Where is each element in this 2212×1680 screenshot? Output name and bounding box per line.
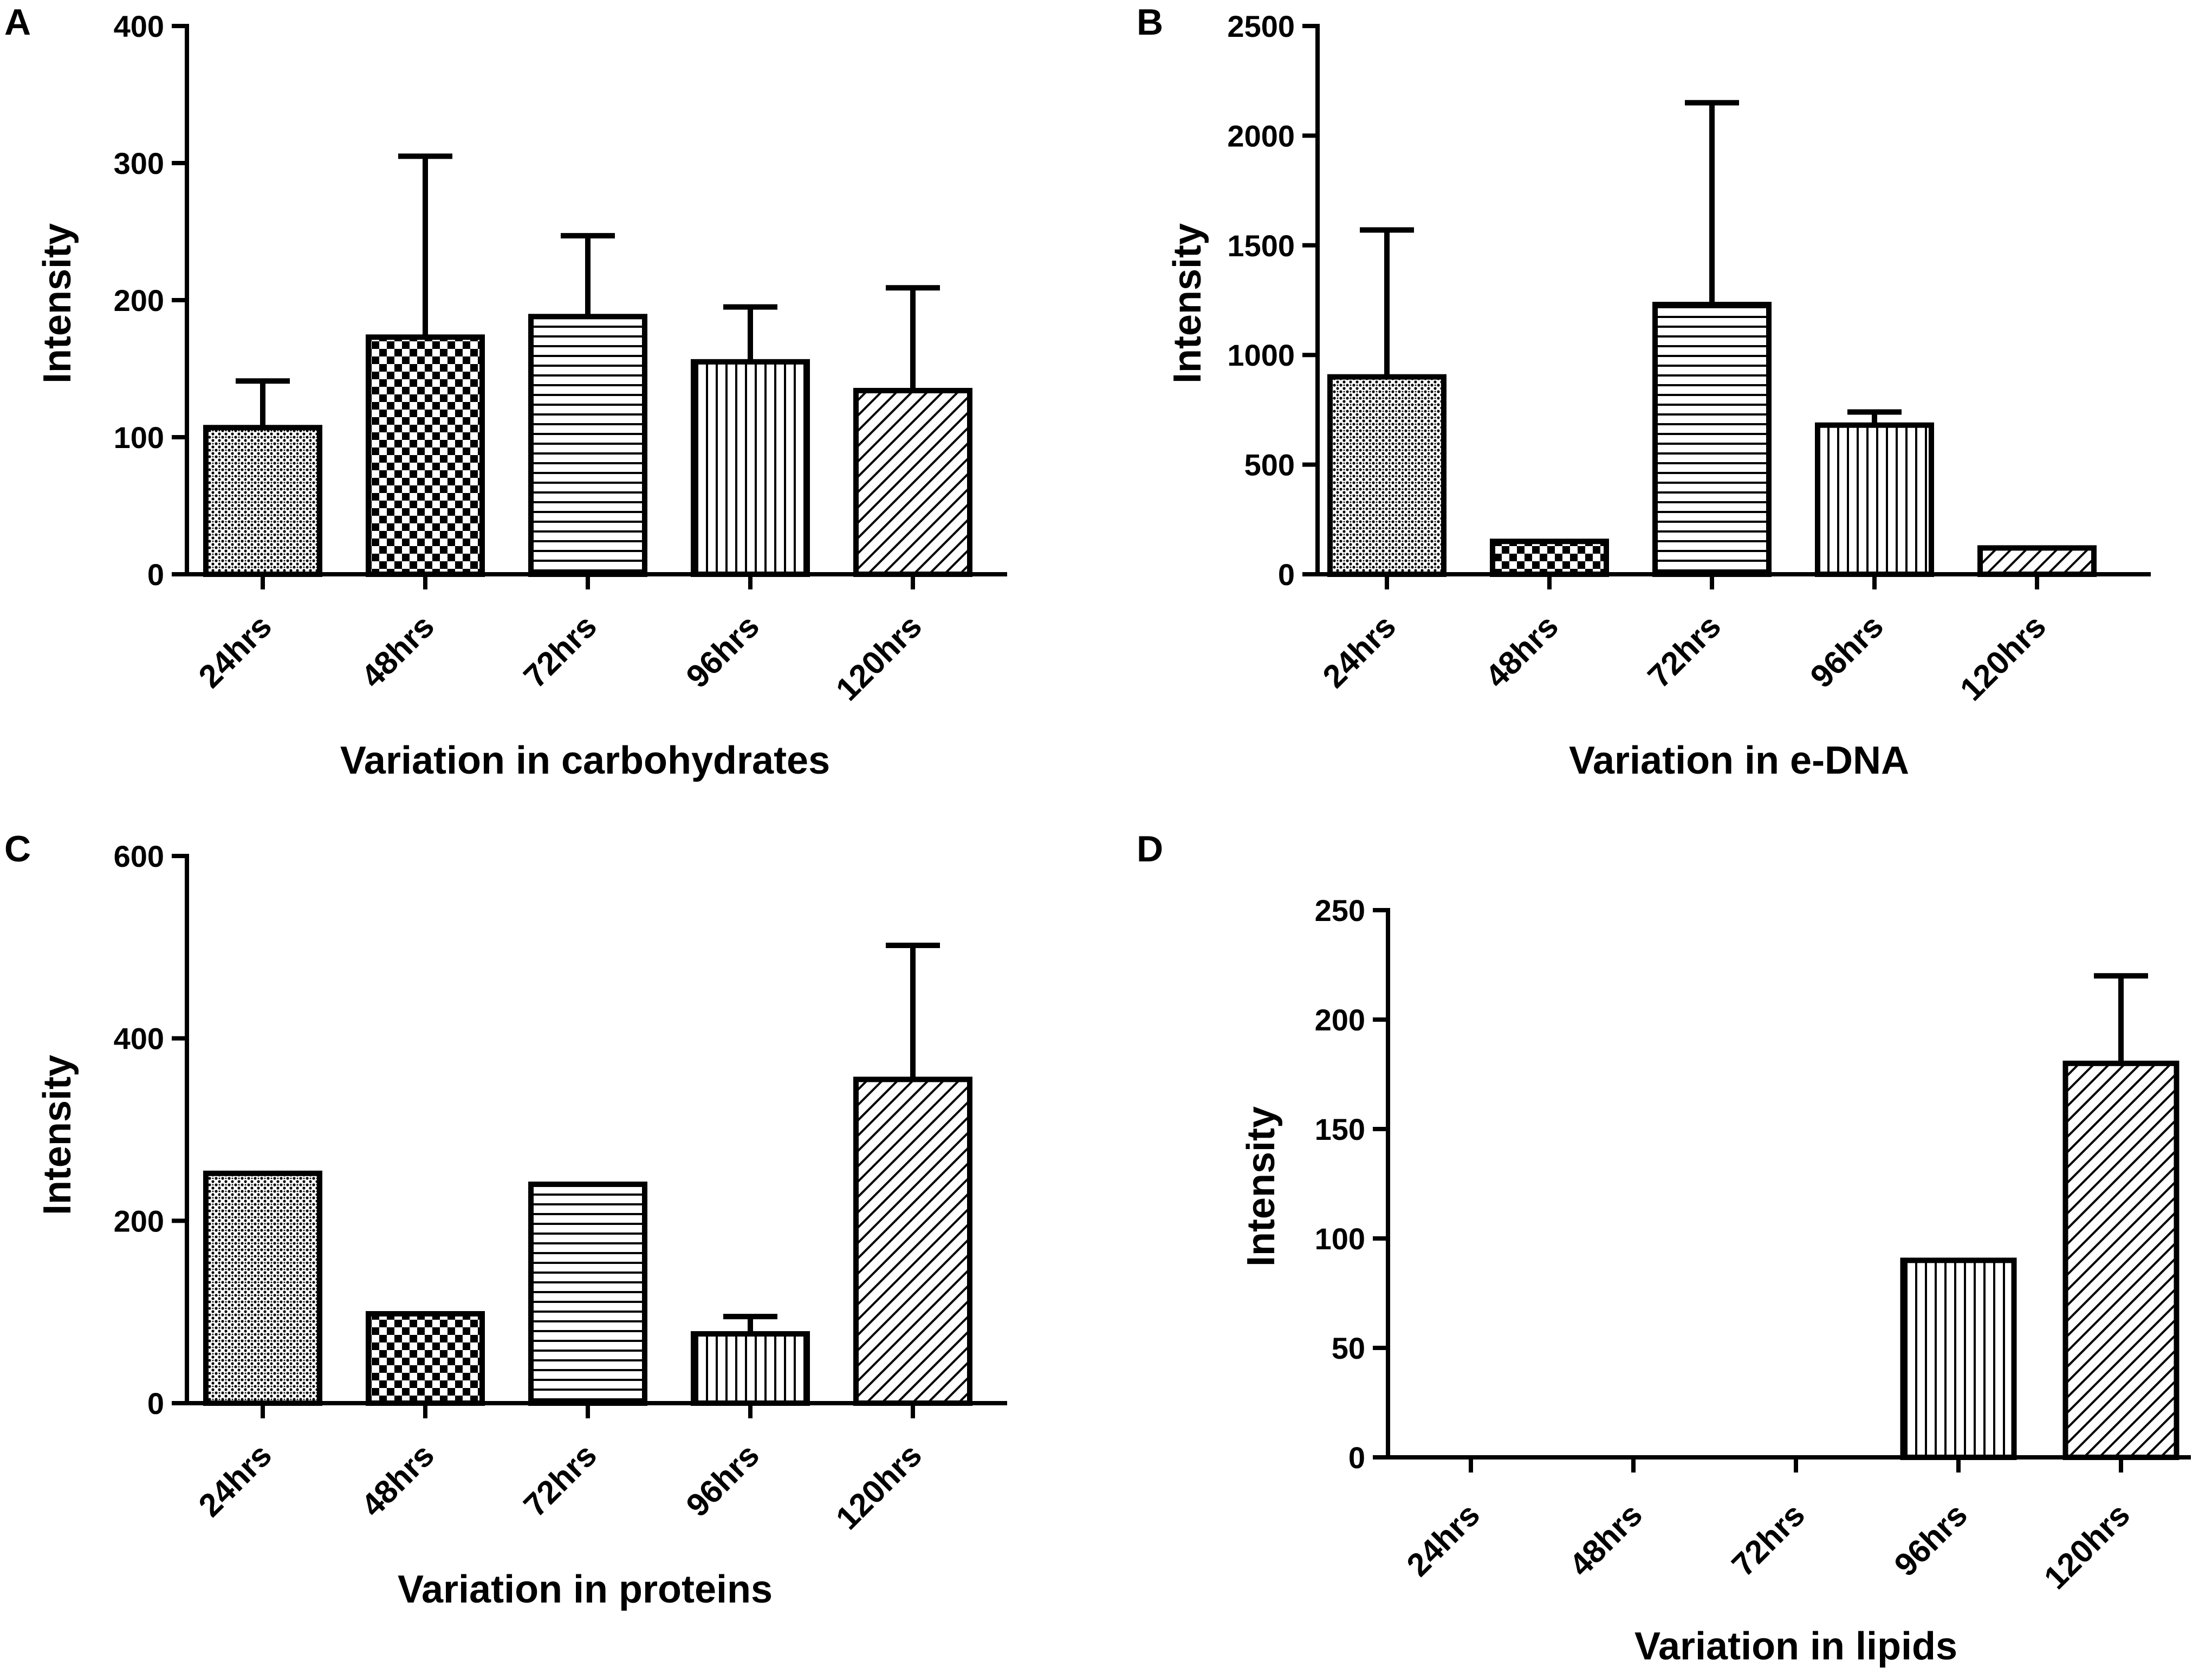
panel-b: B Intensity Variation in e-DNA 0 500 1000 1… bbox=[1137, 2, 2151, 782]
panel-b-bar-24hrs bbox=[1327, 374, 1446, 577]
panel-b-ylabel: Intensity bbox=[1166, 223, 1209, 384]
panel-b-y-tick-label: 1500 bbox=[1227, 229, 1295, 263]
panel-d-bar-120hrs bbox=[2062, 1060, 2179, 1461]
panel-b-y-tick-label: 0 bbox=[1278, 557, 1295, 592]
panel-b-y-tick-label: 1000 bbox=[1227, 338, 1295, 372]
panel-label-c: C bbox=[4, 828, 31, 870]
panel-b-bar-48hrs bbox=[1490, 539, 1609, 578]
panel-d-y-tick-label: 0 bbox=[1348, 1441, 1365, 1475]
panel-a-bar-24hrs bbox=[203, 425, 322, 577]
panel-c-xlabel: Variation in proteins bbox=[398, 1568, 773, 1611]
panel-d-category-label: 24hrs bbox=[1400, 1496, 1487, 1584]
panel-d-category-label: 120hrs bbox=[2037, 1496, 2137, 1596]
panel-a-plot: 0 100 200 300 400 24hrs 48hrs 72hrs 96hrs 120hrs bbox=[114, 9, 1007, 708]
panel-c: C Intensity Variation in proteins 0 200 40… bbox=[4, 828, 1007, 1611]
panel-b-category-label: 24hrs bbox=[1316, 608, 1403, 695]
panel-a-xlabel: Variation in carbohydrates bbox=[340, 739, 830, 782]
panel-c-category-label: 120hrs bbox=[829, 1437, 929, 1536]
panel-b-category-label: 48hrs bbox=[1478, 608, 1566, 695]
panel-a-bar-48hrs bbox=[366, 334, 485, 577]
panel-c-bar-96hrs bbox=[691, 1331, 810, 1406]
panel-b-category-label: 96hrs bbox=[1804, 608, 1891, 695]
panel-d-category-label: 48hrs bbox=[1562, 1496, 1650, 1584]
panel-c-bar-48hrs bbox=[366, 1311, 485, 1406]
panel-d: D Intensity Variation in lipids 0 50 100 15… bbox=[1137, 828, 2191, 1668]
panel-c-category-label: 96hrs bbox=[679, 1437, 767, 1524]
panel-d-y-tick-label: 250 bbox=[1315, 893, 1365, 927]
panel-c-y-tick-label: 0 bbox=[147, 1386, 164, 1420]
panel-c-bar-24hrs bbox=[203, 1170, 322, 1406]
panel-c-plot: 0 200 400 600 24hrs 48hrs 72hrs 96hrs 120hrs bbox=[114, 839, 1007, 1536]
panel-a-category-label: 96hrs bbox=[679, 608, 767, 695]
panel-b-category-label: 72hrs bbox=[1641, 608, 1728, 695]
panel-b-y-tick-label: 2500 bbox=[1227, 9, 1295, 43]
panel-d-bar-96hrs bbox=[1900, 1257, 2017, 1460]
panel-b-bar-120hrs bbox=[1977, 545, 2097, 578]
panel-label-d: D bbox=[1137, 828, 1163, 870]
panel-a: A Intensity Variation in carbohydrates 0… bbox=[4, 2, 1007, 782]
panel-a-y-tick-label: 200 bbox=[114, 283, 164, 317]
panel-d-plot: 0 50 100 150 200 250 24hrs 48hrs 72hrs 96hrs 120hr… bbox=[1315, 893, 2191, 1596]
panel-a-bar-120hrs bbox=[853, 387, 972, 577]
panel-a-y-tick-label: 0 bbox=[147, 557, 164, 592]
panel-d-category-label: 96hrs bbox=[1887, 1496, 1975, 1584]
panel-d-y-tick-label: 100 bbox=[1315, 1222, 1365, 1256]
panel-b-bar-96hrs bbox=[1815, 422, 1934, 578]
panel-d-category-label: 72hrs bbox=[1725, 1496, 1812, 1584]
panel-label-a: A bbox=[4, 2, 31, 43]
panel-d-y-tick-label: 150 bbox=[1315, 1112, 1365, 1146]
panel-a-y-tick-label: 400 bbox=[114, 9, 164, 43]
panel-a-category-label: 72hrs bbox=[517, 608, 604, 695]
panel-a-category-label: 120hrs bbox=[829, 608, 929, 708]
panel-c-bar-72hrs bbox=[528, 1182, 647, 1406]
panel-b-y-tick-label: 500 bbox=[1244, 448, 1295, 482]
panel-d-y-tick-label: 50 bbox=[1332, 1331, 1365, 1365]
panel-a-bar-72hrs bbox=[528, 314, 647, 577]
panel-a-bar-96hrs bbox=[691, 359, 810, 577]
panel-c-category-label: 48hrs bbox=[354, 1437, 442, 1524]
panel-d-ylabel: Intensity bbox=[1240, 1106, 1283, 1267]
panel-b-xlabel: Variation in e-DNA bbox=[1569, 739, 1909, 782]
panel-c-category-label: 24hrs bbox=[192, 1437, 279, 1524]
panel-d-xlabel: Variation in lipids bbox=[1634, 1625, 1957, 1668]
panel-b-y-tick-label: 2000 bbox=[1227, 119, 1295, 153]
panel-label-b: B bbox=[1137, 2, 1163, 43]
panel-c-ylabel: Intensity bbox=[36, 1055, 79, 1215]
panel-a-ylabel: Intensity bbox=[36, 223, 79, 384]
panel-a-category-label: 24hrs bbox=[192, 608, 279, 695]
panel-a-y-tick-label: 100 bbox=[114, 420, 164, 455]
panel-c-category-label: 72hrs bbox=[517, 1437, 604, 1524]
panel-c-y-tick-label: 400 bbox=[114, 1022, 164, 1056]
panel-c-y-tick-label: 200 bbox=[114, 1204, 164, 1238]
panel-c-y-tick-label: 600 bbox=[114, 839, 164, 873]
panel-b-bar-72hrs bbox=[1652, 302, 1772, 577]
panel-a-category-label: 48hrs bbox=[354, 608, 442, 695]
panel-c-bar-120hrs bbox=[853, 1076, 972, 1406]
panel-b-plot: 0 500 1000 1500 2000 2500 24hrs 48hrs 72hrs 96hrs… bbox=[1227, 9, 2151, 708]
panel-d-y-tick-label: 200 bbox=[1315, 1003, 1365, 1037]
panel-b-category-label: 120hrs bbox=[1953, 608, 2053, 708]
panel-a-y-tick-label: 300 bbox=[114, 146, 164, 180]
